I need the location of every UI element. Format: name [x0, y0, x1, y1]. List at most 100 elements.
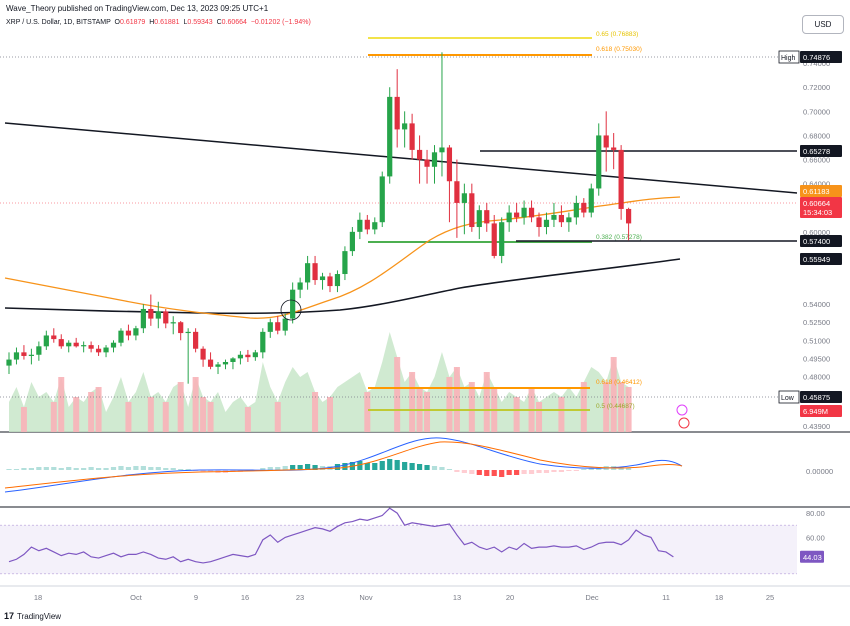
y-tick-label: 0.66000	[803, 156, 830, 165]
volume-bar	[177, 382, 184, 432]
ema200-line	[4, 258, 681, 315]
candle-up	[588, 188, 594, 213]
macd-histogram-bar	[551, 470, 557, 472]
x-tick-label: 25	[766, 593, 774, 602]
x-tick-label: 16	[241, 593, 249, 602]
candle-down	[58, 339, 64, 347]
high-value: 0.61881	[154, 19, 180, 26]
candle-up	[402, 123, 408, 130]
main-pane	[0, 30, 850, 432]
macd-histogram-bar	[163, 468, 169, 470]
candle-up	[499, 222, 505, 256]
macd-histogram-bar	[95, 468, 102, 470]
volume-bar	[312, 392, 319, 432]
macd-histogram-bar	[439, 467, 445, 470]
brand-name: TradingView	[17, 611, 62, 621]
candle-up	[267, 322, 273, 332]
candle-down	[193, 331, 199, 349]
fib-annotation: 0.618 (0.46412)	[596, 379, 642, 386]
macd-histogram-bar	[305, 464, 311, 470]
y-tick-label: 0.72000	[803, 83, 830, 92]
tradingview-logo[interactable]: 17 TradingView	[4, 611, 61, 621]
macd-histogram-bar	[536, 470, 542, 473]
cross-marker	[280, 299, 302, 321]
y-tick-label: 0.70000	[803, 107, 830, 116]
rsi-value-label: 44.03	[803, 553, 822, 562]
candle-up	[305, 263, 311, 283]
price-label-bg	[800, 235, 842, 247]
dividends-icon	[678, 417, 690, 429]
macd-histogram-bar	[88, 467, 94, 470]
y-tick-label: 0.43900	[803, 422, 830, 431]
volume-bar	[73, 397, 80, 432]
candle-down	[618, 149, 624, 209]
currency-button[interactable]: USD	[802, 15, 844, 34]
volume-bar	[192, 377, 199, 432]
candle-up	[342, 251, 348, 275]
candle-up	[543, 219, 550, 228]
volume-bar	[580, 382, 587, 432]
candle-down	[611, 147, 617, 150]
candle-up	[319, 276, 326, 281]
ema50-price-label: 0.61183	[803, 187, 830, 196]
candle-up	[66, 342, 72, 347]
candle-down	[514, 212, 520, 218]
rsi-y-tick: 80.00	[806, 509, 825, 518]
ema50-price-label-bg	[800, 185, 842, 197]
volume-bar	[625, 387, 632, 432]
macd-histogram-bar	[476, 470, 482, 475]
candle-up	[170, 322, 176, 324]
candle-down	[364, 219, 370, 230]
macd-histogram-bar	[469, 470, 475, 474]
candle-up	[379, 176, 385, 223]
macd-histogram-bar	[402, 462, 408, 470]
volume-bar	[468, 382, 475, 432]
high-price-label-tag-text: High	[781, 55, 796, 62]
macd-histogram-bar	[491, 470, 497, 476]
open-label: O	[114, 19, 120, 26]
ohlc-readout: XRP / U.S. Dollar, 1D, BITSTAMP O0.61879…	[6, 19, 311, 26]
y-tick-label: 0.49500	[803, 354, 830, 363]
volume-bar	[95, 387, 102, 432]
volume-bar	[147, 397, 154, 432]
volume-bar	[394, 357, 401, 432]
tradingview-logo-icon: 17	[4, 611, 15, 621]
macd-histogram-bar	[170, 468, 176, 470]
candle-up	[215, 364, 221, 367]
candle-down	[454, 181, 460, 203]
candle-down	[21, 352, 27, 356]
volume-bar	[453, 367, 460, 432]
volume-bar	[513, 397, 520, 432]
candle-up	[118, 330, 124, 343]
macd-histogram-bar	[260, 468, 266, 470]
volume-bar	[207, 402, 214, 432]
macd-histogram-bar	[342, 463, 348, 470]
candle-down	[558, 214, 565, 223]
candle-down	[625, 208, 632, 224]
macd-histogram-bar	[372, 463, 378, 470]
open-value: 0.61879	[120, 19, 146, 26]
macd-histogram-bar	[140, 466, 146, 470]
candle-up	[387, 96, 393, 177]
candle-up	[282, 318, 288, 331]
macd-histogram-bar	[409, 463, 415, 470]
volume-bar	[618, 382, 625, 432]
y-tick-label: 0.60000	[803, 228, 830, 237]
macd-histogram-bar	[282, 466, 288, 470]
volume-bar	[610, 357, 617, 432]
macd-histogram-bar	[364, 463, 370, 470]
candle-up	[566, 217, 572, 223]
macd-line	[4, 437, 683, 493]
low-value: 0.59343	[187, 19, 213, 26]
candle-up	[439, 147, 445, 153]
x-tick-label: 18	[715, 593, 723, 602]
volume-label: 6.949M	[803, 407, 828, 416]
macd-histogram-bar	[51, 467, 57, 470]
candle-down	[491, 223, 497, 256]
candle-down	[446, 147, 453, 182]
macd-histogram-bar	[394, 460, 400, 470]
macd-histogram-bar	[290, 465, 296, 470]
candle-down	[148, 308, 154, 319]
macd-histogram-bar	[312, 465, 318, 470]
